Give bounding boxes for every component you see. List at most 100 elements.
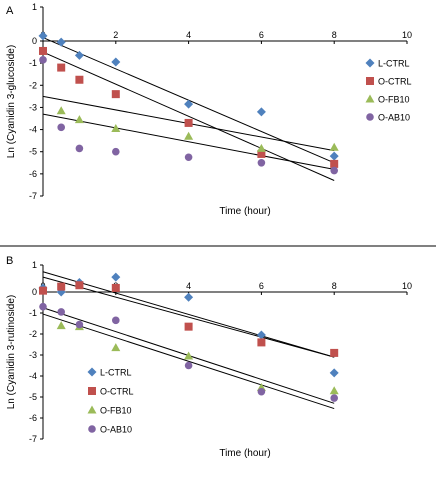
data-point-o-ctrl xyxy=(257,338,266,347)
data-point-o-ab10 xyxy=(112,147,120,156)
data-point-o-ab10 xyxy=(257,158,266,167)
data-point-o-fb10 xyxy=(184,351,194,360)
y-tick-label: -1 xyxy=(29,308,37,318)
data-point-l-ctrl xyxy=(329,368,339,378)
chart-b: B10-1-2-3-4-5-6-70246810Time (hour)Ln (C… xyxy=(6,255,412,459)
data-point-o-ab10 xyxy=(330,394,339,402)
y-tick-label: 0 xyxy=(32,36,37,46)
data-point-o-ctrl xyxy=(39,286,47,295)
x-tick-label: 10 xyxy=(402,281,412,291)
y-tick-label: -1 xyxy=(29,58,37,68)
data-point-o-fb10 xyxy=(184,131,194,140)
data-point-o-ab10 xyxy=(184,361,193,370)
data-point-o-ctrl xyxy=(75,75,84,84)
data-point-o-ctrl xyxy=(111,90,120,99)
y-tick-label: -2 xyxy=(29,329,37,339)
data-point-o-ctrl xyxy=(57,282,66,291)
y-tick-label: -4 xyxy=(29,371,37,381)
y-tick-label: -5 xyxy=(29,147,37,157)
data-point-o-ctrl xyxy=(257,149,266,158)
data-point-o-fb10 xyxy=(56,321,66,330)
data-point-o-fb10 xyxy=(56,106,66,115)
x-axis-label: Time (hour) xyxy=(219,448,270,459)
data-point-o-ctrl xyxy=(39,46,47,55)
data-point-o-ab10 xyxy=(39,56,47,64)
data-point-o-ctrl xyxy=(75,281,84,290)
data-point-l-ctrl xyxy=(184,99,194,109)
data-point-o-ab10 xyxy=(75,144,84,153)
data-point-o-fb10 xyxy=(256,143,266,152)
data-point-o-fb10 xyxy=(111,123,121,132)
data-point-o-fb10 xyxy=(111,343,121,352)
data-point-o-ab10 xyxy=(57,308,65,316)
data-point-l-ctrl xyxy=(329,151,339,161)
data-point-o-ab10 xyxy=(112,316,120,325)
data-point-o-ctrl xyxy=(184,118,193,127)
y-tick-label: -2 xyxy=(29,80,37,90)
x-tick-label: 4 xyxy=(186,30,191,40)
data-point-o-ctrl xyxy=(184,322,193,331)
y-tick-label: -3 xyxy=(29,350,37,360)
legend-marker-o-ab10 xyxy=(366,113,374,121)
data-point-l-ctrl xyxy=(56,37,66,47)
data-point-o-ab10 xyxy=(330,166,339,175)
y-tick-label: -7 xyxy=(29,191,37,201)
data-point-o-ab10 xyxy=(39,302,47,311)
y-tick-label: 0 xyxy=(32,287,37,297)
data-point-o-ab10 xyxy=(184,153,193,162)
trend-line-o-ab10 xyxy=(42,313,335,410)
data-point-o-ctrl xyxy=(57,63,66,72)
legend-label: O-CTRL xyxy=(378,77,412,87)
data-point-o-fb10 xyxy=(329,386,339,395)
x-axis-label: Time (hour) xyxy=(219,206,270,217)
chart-a: A10-1-2-3-4-5-6-70246810Time (hour)Ln (C… xyxy=(6,2,412,217)
data-point-o-ab10 xyxy=(257,387,266,396)
trend-line-o-ab10 xyxy=(42,113,335,170)
y-tick-label: -5 xyxy=(29,392,37,402)
legend-marker-l-ctrl xyxy=(87,367,97,377)
x-tick-label: 6 xyxy=(259,30,264,40)
legend-marker-o-ctrl xyxy=(366,77,374,85)
y-tick-label: -6 xyxy=(29,413,37,423)
legend-marker-o-ab10 xyxy=(88,425,96,433)
legend-marker-o-fb10 xyxy=(87,405,97,414)
data-point-l-ctrl xyxy=(256,107,266,117)
data-point-l-ctrl xyxy=(74,50,84,60)
x-tick-label: 2 xyxy=(113,30,118,40)
data-point-o-ctrl xyxy=(330,159,339,168)
legend-label: O-CTRL xyxy=(100,387,134,397)
data-point-l-ctrl xyxy=(111,272,121,282)
y-tick-label: -4 xyxy=(29,125,37,135)
data-point-o-ctrl xyxy=(111,283,120,292)
trend-line-o-ctrl xyxy=(42,51,335,181)
data-point-l-ctrl xyxy=(38,31,48,41)
data-point-l-ctrl xyxy=(111,57,121,67)
y-tick-label: -6 xyxy=(29,169,37,179)
x-tick-label: 10 xyxy=(402,30,412,40)
y-tick-label: 1 xyxy=(32,2,37,12)
data-point-o-fb10 xyxy=(329,142,339,151)
panel-label: B xyxy=(6,255,13,267)
trend-line-l-ctrl xyxy=(42,271,335,358)
legend-marker-o-fb10 xyxy=(365,94,375,103)
legend-marker-l-ctrl xyxy=(365,58,375,68)
x-tick-label: 6 xyxy=(259,281,264,291)
y-axis-label: Ln (Cyanidin 3-rutinoside) xyxy=(6,295,17,410)
y-tick-label: 1 xyxy=(32,260,37,270)
data-point-l-ctrl xyxy=(184,292,194,302)
x-tick-label: 4 xyxy=(186,281,191,291)
legend-marker-o-ctrl xyxy=(88,387,96,395)
data-point-o-fb10 xyxy=(74,115,84,124)
legend-label: O-AB10 xyxy=(378,113,410,123)
legend-label: L-CTRL xyxy=(100,368,132,378)
data-point-l-ctrl xyxy=(256,330,266,340)
data-point-o-ab10 xyxy=(57,123,65,132)
legend-label: O-FB10 xyxy=(100,406,132,416)
legend-label: O-FB10 xyxy=(378,95,410,105)
panel-label: A xyxy=(6,5,14,17)
x-tick-label: 8 xyxy=(332,281,337,291)
trend-line-o-ctrl xyxy=(42,276,335,358)
legend-label: L-CTRL xyxy=(378,59,410,69)
data-point-o-ab10 xyxy=(75,320,84,329)
